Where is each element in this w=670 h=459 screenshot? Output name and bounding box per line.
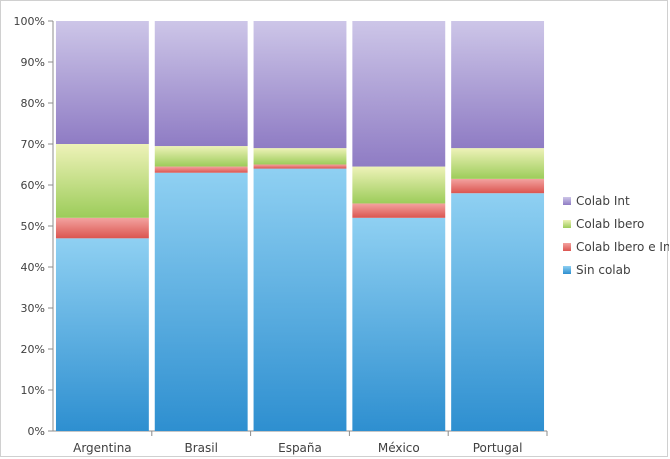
bar-segment-colab-int-brasil [154,21,248,147]
legend-swatch [563,266,571,274]
bar-segment-sin-colab-brasil [154,172,248,431]
legend: Colab Int Colab Ibero Colab Ibero e Int Sin… [563,194,669,277]
bar-segment-colab-ibero-méxico [352,166,446,204]
y-tick-label: 100% [14,15,45,28]
x-category-label: Portugal [473,441,523,455]
bar-segment-sin-colab-portugal [451,193,545,431]
bar-segment-colab-int-portugal [451,21,545,149]
legend-label: Sin colab [576,263,631,277]
bar-segment-colab-ibero-portugal [451,148,545,179]
legend-swatch [563,243,571,251]
x-category-label: Argentina [73,441,132,455]
bar-segment-sin-colab-méxico [352,217,446,431]
bar-segment-colab-ibero-brasil [154,146,248,167]
y-tick-label: 30% [21,302,45,315]
y-tick-label: 10% [21,384,45,397]
y-tick-label: 60% [21,179,45,192]
bar-segment-colab-ibero-e-int-brasil [154,166,248,173]
x-category-label: España [278,441,322,455]
legend-label: Colab Int [576,194,630,208]
legend-label: Colab Ibero [576,217,644,231]
bar-segment-sin-colab-españa [253,168,347,431]
y-tick-label: 70% [21,138,45,151]
y-tick-label: 80% [21,97,45,110]
bar-segment-colab-ibero-e-int-méxico [352,203,446,218]
bar-segment-colab-ibero-argentina [55,144,149,218]
y-tick-label: 0% [28,425,45,438]
legend-label: Colab Ibero e Int [576,240,669,254]
y-tick-label: 90% [21,56,45,69]
bar-segment-colab-ibero-e-int-portugal [451,178,545,194]
y-tick-label: 20% [21,343,45,356]
x-category-label: Brasil [184,441,217,455]
y-tick-label: 50% [21,220,45,233]
bar-segment-colab-ibero-españa [253,148,347,165]
legend-swatch [563,220,571,228]
bar-segment-colab-int-españa [253,21,347,149]
bar-segment-sin-colab-argentina [55,238,149,431]
bar-segment-colab-int-méxico [352,21,446,167]
bars-layer [55,21,545,431]
bar-segment-colab-int-argentina [55,21,149,144]
y-tick-label: 40% [21,261,45,274]
legend-swatch [563,197,571,205]
x-category-label: México [378,441,420,455]
bar-segment-colab-ibero-e-int-españa [253,164,347,169]
labels-layer: 0% 10% 20% 30% 40% 50% 60% 70% 80% 90% 100% Argenti… [14,15,523,455]
bar-segment-colab-ibero-e-int-argentina [55,217,149,239]
